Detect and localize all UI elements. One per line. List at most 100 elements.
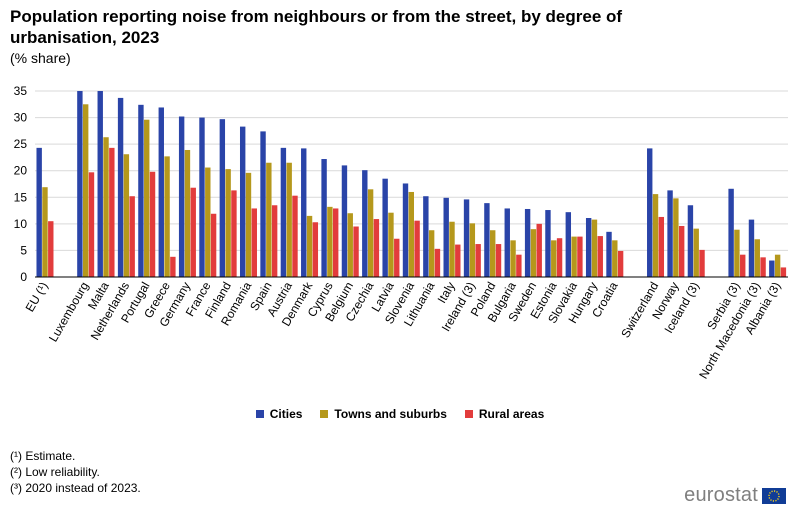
legend-swatch-towns [320,410,329,418]
bar-cities [382,178,388,277]
bar-towns-and-suburbs [388,212,394,277]
bar-rural-areas [780,267,787,277]
legend-item-towns: Towns and suburbs [320,407,447,421]
bar-cities [239,126,246,277]
bar-cities [504,208,510,277]
bar-cities [158,107,164,277]
bar-rural-areas [170,256,176,277]
footnotes: (¹) Estimate. (²) Low reliability. (³) 2… [10,448,141,496]
x-tick-label: EU (¹) [23,280,51,315]
bar-rural-areas [231,190,237,277]
bar-cities [138,104,144,277]
bar-towns-and-suburbs [42,187,48,277]
bar-cities [769,260,775,277]
eu-flag-icon [762,487,786,504]
bar-towns-and-suburbs [327,206,333,277]
bar-cities [728,188,734,277]
bar-rural-areas [271,205,278,277]
bar-cities [77,91,83,277]
bar-towns-and-suburbs [144,119,150,277]
bar-cities [524,208,531,277]
legend-swatch-rural [464,410,473,418]
bar-towns-and-suburbs [490,230,496,277]
footnote: (³) 2020 instead of 2023. [10,481,141,495]
bar-towns-and-suburbs [428,230,435,277]
bar-rural-areas [149,171,156,277]
bar-cities [606,231,612,277]
bar-towns-and-suburbs [449,221,455,277]
bar-towns-and-suburbs [408,191,414,277]
legend-swatch-cities [255,410,264,418]
chart-subtitle: (% share) [10,50,71,66]
y-tick-label: 35 [14,84,28,98]
bar-rural-areas [740,254,746,277]
x-axis-tick-labels: EU (¹)LuxembourgMaltaNetherlandsPortugal… [23,279,784,382]
legend-label-towns: Towns and suburbs [334,407,447,421]
bar-rural-areas [109,147,115,277]
bar-cities [687,205,694,277]
bar-rural-areas [658,216,665,277]
bar-rural-areas [455,244,461,277]
bar-cities [362,170,368,277]
bar-towns-and-suburbs [693,228,699,277]
bar-rural-areas [373,219,380,277]
footnote: (²) Low reliability. [10,465,100,479]
bar-rural-areas [536,223,542,277]
bar-cities [280,147,287,277]
chart-title: Population reporting noise from neighbou… [10,7,623,47]
x-tick-label: Luxembourg [46,280,91,345]
bar-towns-and-suburbs [754,239,760,277]
y-tick-label: 20 [14,164,28,178]
bar-towns-and-suburbs [652,194,659,277]
legend: Cities Towns and suburbs Rural areas [0,407,800,421]
bar-towns-and-suburbs [266,162,272,277]
logo-text: eurostat [684,484,758,506]
bar-towns-and-suburbs [245,172,252,277]
bar-rural-areas [495,244,502,277]
bar-cities [36,147,42,277]
bar-rural-areas [292,195,298,277]
bar-cities [484,203,490,277]
bar-towns-and-suburbs [184,149,191,277]
bar-cities [321,159,327,277]
y-axis-ticks: 0 5 10 15 20 25 30 35 [14,84,28,284]
bar-cities [545,210,551,277]
bar-towns-and-suburbs [774,254,781,277]
footnote: (¹) Estimate. [10,449,76,463]
bar-rural-areas [88,172,95,277]
legend-label-rural: Rural areas [478,407,545,421]
y-tick-label: 5 [20,243,27,257]
bar-rural-areas [129,196,135,277]
bar-cities [301,148,307,277]
bar-cities [219,119,226,277]
bar-rural-areas [516,254,522,277]
bar-towns-and-suburbs [612,240,618,277]
y-tick-label: 0 [20,270,27,284]
bar-rural-areas [556,238,563,277]
bar-towns-and-suburbs [673,198,679,277]
bar-cities [178,116,185,277]
bar-rural-areas [414,220,420,277]
bar-towns-and-suburbs [734,229,740,277]
y-tick-label: 30 [14,111,28,125]
bar-cities [117,97,124,277]
bar-rural-areas [394,238,400,277]
bar-cities [423,196,429,277]
bar-cities [199,117,205,277]
legend-label-cities: Cities [269,407,303,421]
bar-rural-areas [434,248,441,277]
bar-rural-areas [251,208,257,277]
bar-towns-and-suburbs [367,189,374,277]
bar-rural-areas [190,187,196,277]
bar-towns-and-suburbs [103,137,109,277]
bar-towns-and-suburbs [306,215,313,277]
bar-towns-and-suburbs [571,236,577,277]
bar-towns-and-suburbs [123,154,130,277]
bar-rural-areas [332,208,339,277]
bar-rural-areas [475,244,481,277]
bar-towns-and-suburbs [205,167,211,277]
bar-towns-and-suburbs [551,240,557,277]
bar-cities [341,165,348,277]
bar-cities [565,212,572,277]
